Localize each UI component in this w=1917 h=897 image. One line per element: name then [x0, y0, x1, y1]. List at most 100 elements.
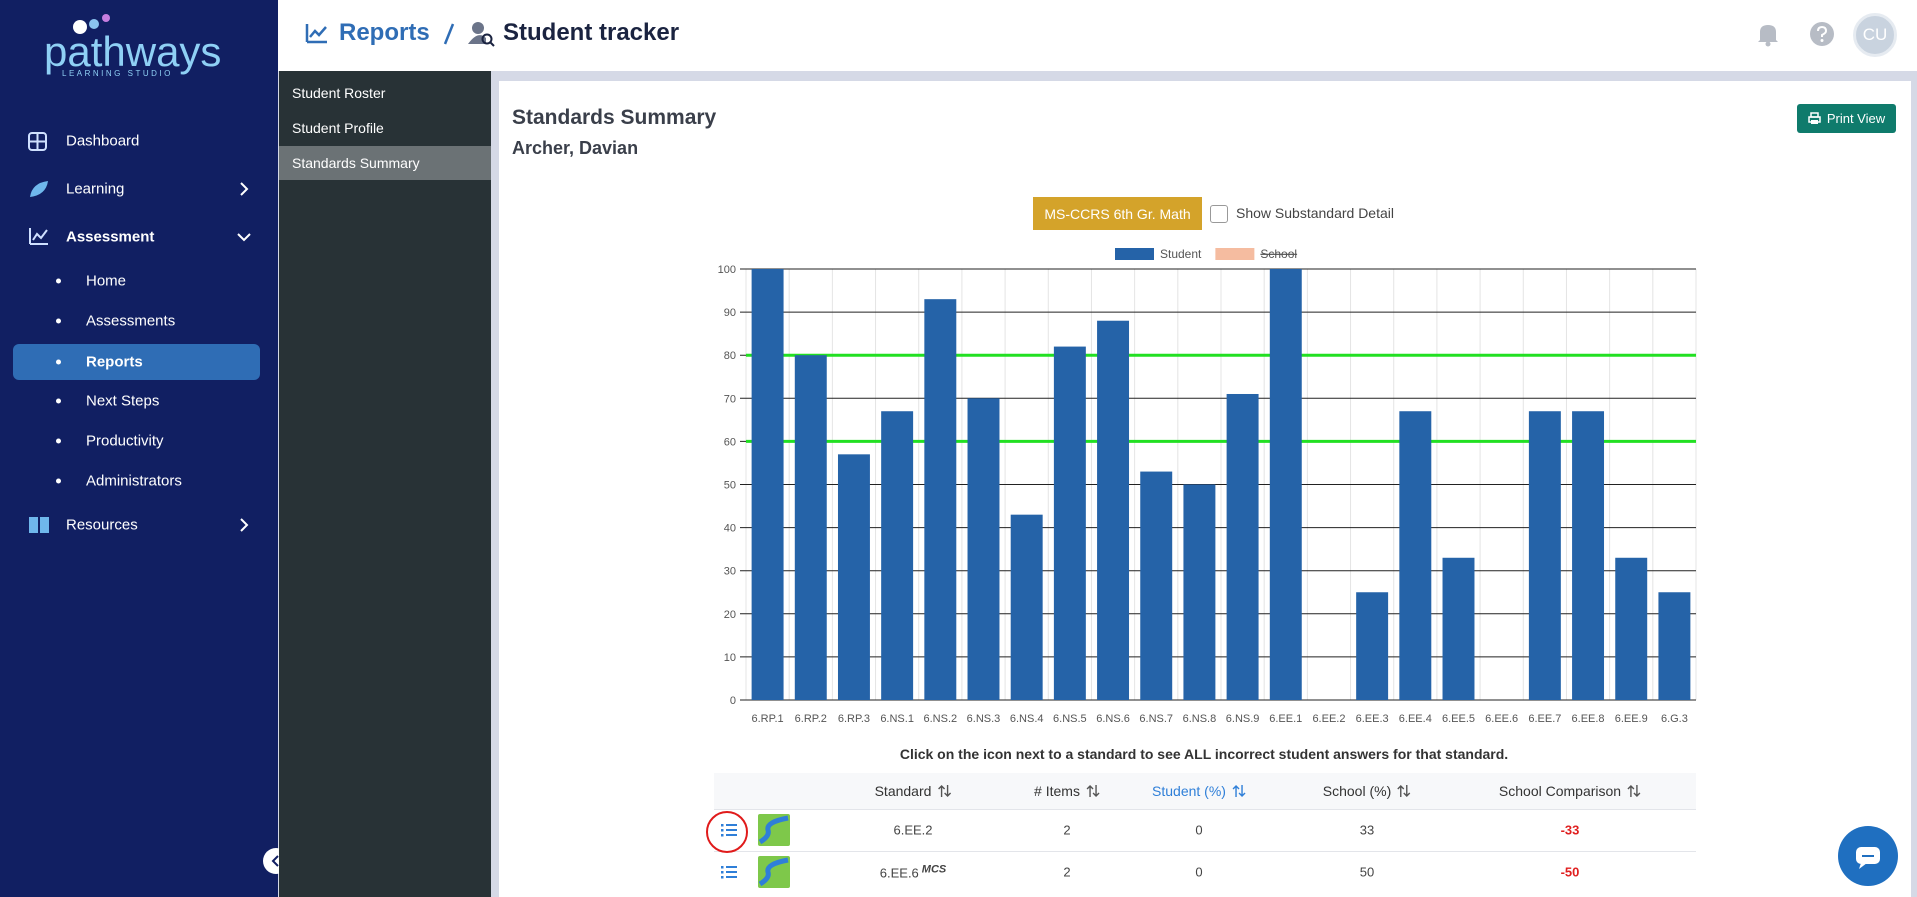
table-cell: 50 [1359, 864, 1375, 880]
sort-icon[interactable] [1232, 784, 1246, 798]
column-label: Student (%) [1152, 783, 1226, 799]
x-tick-label: 6.EE.5 [1442, 713, 1475, 725]
x-tick-label: 6.EE.2 [1312, 713, 1345, 725]
nav-item[interactable]: Productivity [86, 432, 164, 450]
table-header [714, 773, 1696, 810]
bar [1010, 514, 1043, 700]
column-label: School Comparison [1498, 783, 1622, 799]
y-tick-label: 30 [724, 566, 736, 578]
nav-item[interactable]: Home [86, 272, 127, 290]
legend-swatch [1215, 248, 1255, 260]
column-header[interactable]: School (%) [1323, 783, 1411, 799]
sort-icon[interactable] [1627, 784, 1641, 798]
x-tick-label: 6.RP.1 [751, 713, 783, 725]
x-tick-label: 6.NS.3 [967, 713, 1001, 725]
subnav-item[interactable]: Student Profile [292, 120, 384, 136]
subnav-active-bg [279, 146, 491, 180]
bar [1140, 471, 1173, 700]
subnav-item[interactable]: Standards Summary [292, 155, 420, 171]
learning-icon [30, 181, 48, 197]
x-tick-label: 6.NS.6 [1096, 713, 1130, 725]
dashboard-icon [28, 132, 47, 151]
column-header[interactable]: # Items [1034, 783, 1100, 799]
y-tick-label: 20 [724, 609, 736, 621]
bar [967, 398, 1000, 700]
nav-item[interactable]: Dashboard [66, 132, 140, 150]
logo: pathways [44, 28, 222, 75]
table-cell: 6.EE.2 [893, 822, 933, 838]
legend-label: School [1260, 247, 1297, 261]
x-tick-label: 6.G.3 [1661, 713, 1688, 725]
answers-icon[interactable] [720, 822, 738, 838]
column-label: Standard [874, 783, 932, 799]
nav-item[interactable]: Learning [66, 180, 125, 198]
sort-icon[interactable] [1397, 784, 1411, 798]
bar [881, 411, 914, 700]
nav-item[interactable]: Assessment [66, 228, 155, 246]
column-header[interactable]: Student (%) [1152, 783, 1246, 799]
y-tick-label: 0 [730, 695, 736, 707]
bar [924, 299, 957, 700]
y-tick-label: 100 [718, 264, 736, 276]
subnav-item[interactable]: Student Roster [292, 85, 386, 101]
checkbox[interactable] [1210, 205, 1228, 223]
sort-icon[interactable] [1086, 784, 1100, 798]
nav-active-bg [13, 344, 260, 380]
print-button[interactable]: Print View [1797, 104, 1896, 133]
header: Reports Student tracker CU [278, 0, 1917, 71]
table-cell: 0 [1195, 864, 1203, 880]
bar [1053, 346, 1086, 700]
bar [1183, 484, 1216, 700]
x-tick-label: 6.RP.3 [838, 713, 870, 725]
logo-dots [73, 14, 110, 34]
bar [1226, 393, 1259, 700]
column-header[interactable]: Standard [875, 783, 952, 799]
chevron [240, 182, 249, 196]
nav-item[interactable]: Next Steps [86, 392, 160, 410]
breadcrumb[interactable]: Reports [339, 19, 430, 46]
answers-icon[interactable] [720, 864, 738, 880]
bar [1269, 269, 1302, 700]
x-tick-label: 6.EE.9 [1615, 713, 1648, 725]
x-tick-label: 6.NS.4 [1010, 713, 1044, 725]
checkbox-label[interactable]: Show Substandard Detail [1236, 205, 1394, 221]
notifications[interactable] [1755, 21, 1781, 47]
x-tick-label: 6.NS.9 [1226, 713, 1260, 725]
nav-item[interactable]: Assessments [86, 312, 176, 330]
bar [1399, 411, 1432, 700]
panel-title: Standards Summary [512, 106, 717, 129]
chat-button[interactable] [1837, 825, 1899, 887]
sort-icon[interactable] [937, 784, 951, 798]
chevron [237, 233, 251, 242]
help[interactable] [1809, 21, 1835, 47]
nav-item[interactable]: Administrators [86, 472, 182, 490]
student-name: Archer, Davian [512, 138, 639, 158]
bar [1356, 592, 1389, 700]
x-tick-label: 6.EE.8 [1572, 713, 1605, 725]
nav-item[interactable]: Reports [86, 353, 143, 371]
legend-swatch [1115, 248, 1154, 260]
y-tick-label: 10 [724, 652, 736, 664]
column-label: # Items [1034, 783, 1080, 799]
pathway-icon[interactable] [758, 814, 790, 846]
bar [1528, 411, 1561, 700]
y-tick-label: 80 [724, 350, 736, 362]
resources-icon [29, 517, 49, 533]
nav-item[interactable]: Resources [66, 516, 138, 534]
print-icon [1808, 112, 1821, 124]
table-cell: 33 [1359, 822, 1375, 838]
avatar[interactable]: CU [1853, 13, 1897, 57]
standard-set-button[interactable]: MS-CCRS 6th Gr. Math [1033, 197, 1202, 230]
bar [794, 355, 827, 700]
pathway-icon[interactable] [758, 856, 790, 888]
standard-tag: MCS [921, 863, 947, 876]
bar [837, 454, 870, 700]
column-label: School (%) [1322, 783, 1392, 799]
x-tick-label: 6.EE.1 [1269, 713, 1302, 725]
y-tick-label: 90 [724, 307, 736, 319]
column-header[interactable]: School Comparison [1499, 783, 1641, 799]
bar [1658, 592, 1691, 700]
separator [443, 23, 455, 45]
sub-navigation: Student Roster Student Profile Standards… [279, 71, 491, 897]
table-cell: 0 [1195, 822, 1203, 838]
